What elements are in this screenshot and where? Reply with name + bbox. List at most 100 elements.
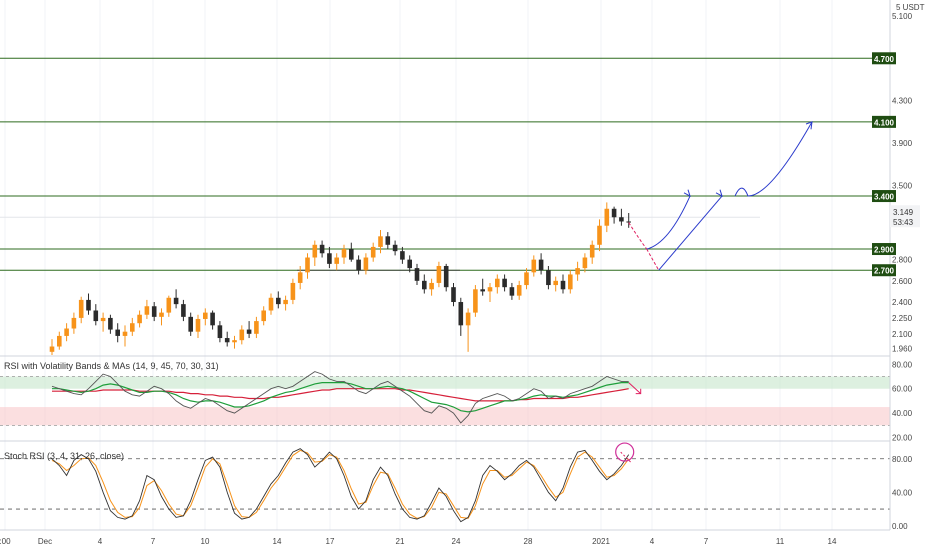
candle-body: [451, 287, 456, 303]
rsi-upper-band: [0, 376, 890, 389]
candle-body: [290, 282, 296, 300]
candle-body: [560, 280, 566, 290]
candle-body: [546, 270, 551, 286]
candle-body: [502, 278, 507, 288]
rsi-arrow: [628, 382, 642, 394]
projection-dashed: [646, 248, 660, 271]
candle-body: [538, 259, 544, 271]
rsi-arrow-head: [635, 388, 642, 395]
price-tick: 3.900: [892, 139, 913, 148]
candle-body: [422, 280, 427, 290]
x-tick: 10: [201, 537, 210, 546]
level-tag: [872, 243, 896, 256]
stoch-tick: 0.00: [892, 522, 908, 531]
rsi-bands: [0, 376, 890, 510]
x-tick: 14: [828, 537, 837, 546]
stoch-tick: 80.00: [892, 455, 913, 464]
rsi-ma-line: [52, 388, 629, 402]
x-tick: 28: [524, 537, 533, 546]
grid: [4, 0, 833, 530]
candle-body: [334, 257, 339, 264]
last-price-box: [890, 205, 920, 228]
candle-body: [392, 244, 398, 252]
candle-body: [203, 312, 208, 319]
candle-body: [86, 299, 91, 311]
price-tick: 2.250: [892, 314, 913, 323]
candle-body: [100, 317, 106, 322]
stoch-k-line: [51, 448, 630, 523]
candle-body: [232, 340, 237, 343]
candle-body: [349, 249, 354, 260]
projections: [628, 121, 813, 395]
candle-body: [312, 244, 318, 258]
x-tick: 7: [151, 537, 156, 546]
stoch-pane-title: Stoch RSI (3, 4, 31, 26, close): [4, 451, 125, 461]
candle-body: [473, 289, 478, 313]
candle-body: [363, 257, 369, 271]
x-tick: 7: [704, 537, 709, 546]
candle-body: [57, 335, 62, 347]
candle-body: [370, 246, 376, 258]
rsi-tick: 20.00: [892, 434, 913, 443]
rsi-pane-title: RSI with Volatility Bands & MAs (14, 9, …: [4, 361, 219, 371]
candle-body: [575, 268, 580, 275]
candle-body: [582, 257, 588, 269]
axis-labels: 4.700 4.100 3.400 2.900 2.700 5.100 4.300 3.900…: [0, 3, 925, 546]
projection-arrow: [715, 189, 723, 198]
candle-body: [589, 244, 595, 258]
rsi-lines: [51, 371, 629, 424]
level-tag-text: 3.400: [874, 193, 895, 202]
candle-body: [414, 268, 420, 281]
candle-body: [115, 329, 120, 336]
candle-body: [173, 297, 179, 305]
x-tick: 14: [273, 537, 282, 546]
price-tick: 2.100: [892, 330, 913, 339]
candle-body: [443, 265, 449, 288]
candle-body: [465, 312, 471, 326]
candle-body: [64, 328, 69, 336]
price-tick: 4.300: [892, 97, 913, 106]
candle-body: [268, 297, 274, 311]
level-tag: [872, 264, 896, 277]
candle-body: [49, 346, 55, 352]
candle-body: [71, 317, 77, 329]
candle-body: [283, 299, 288, 305]
x-tick: 24: [452, 537, 461, 546]
candle-body: [224, 338, 230, 343]
candle-body: [327, 253, 332, 264]
x-tick: 4: [650, 537, 655, 546]
level-tag-text: 2.900: [874, 246, 895, 255]
candle-body: [495, 278, 500, 288]
candle-body: [261, 310, 266, 322]
x-tick: Dec: [38, 537, 52, 546]
candle-body: [436, 265, 442, 283]
projection-path: [646, 195, 691, 250]
currency-tag: 5 USDT: [896, 3, 925, 12]
rsi-tick: 40.00: [892, 409, 913, 418]
candle-body: [122, 331, 128, 336]
candle-body: [385, 236, 391, 245]
candle-body: [195, 318, 201, 332]
stoch-lines: [51, 442, 635, 523]
candle-body: [297, 272, 303, 283]
candle-body: [159, 312, 164, 317]
stoch-d-line: [51, 449, 630, 519]
stoch-tick: 40.00: [892, 488, 913, 497]
level-tag-text: 4.700: [874, 55, 895, 64]
x-tick: 21: [396, 537, 405, 546]
level-tag: [872, 115, 896, 128]
projection-arrow: [805, 121, 813, 130]
level-tag-text: 4.100: [874, 118, 895, 127]
price-tick: 2.800: [892, 256, 913, 265]
candle-body: [407, 259, 412, 269]
candle-body: [137, 314, 142, 324]
candle-body: [239, 329, 245, 341]
candle-body: [144, 306, 150, 315]
candle-body: [597, 225, 602, 245]
candle-body: [305, 257, 310, 273]
projection-arrow: [683, 189, 691, 198]
price-tick: 3.500: [892, 181, 913, 190]
rsi-signal-line: [52, 382, 629, 413]
candle-body: [553, 280, 558, 286]
